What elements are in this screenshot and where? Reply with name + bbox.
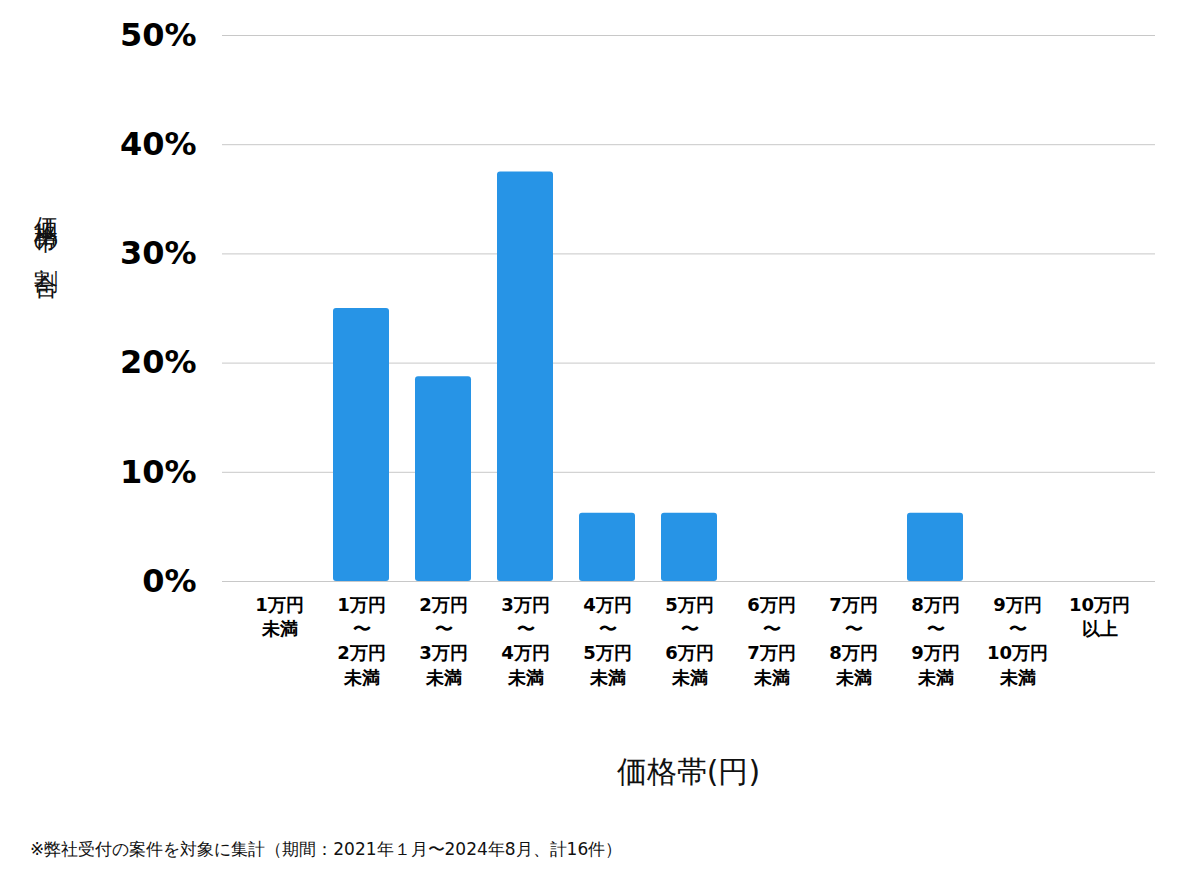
svg-text:30%: 30%	[120, 234, 197, 272]
svg-text:50%: 50%	[120, 16, 197, 54]
svg-text:9万円〜10万円未満: 9万円〜10万円未満	[987, 594, 1048, 688]
svg-text:40%: 40%	[120, 125, 197, 163]
svg-text:4万円〜5万円未満: 4万円〜5万円未満	[583, 594, 632, 688]
html-text:価格帯の割合: 価格帯の割合	[32, 198, 60, 261]
svg-text:0%: 0%	[142, 562, 196, 600]
svg-text:20%: 20%	[120, 343, 197, 381]
svg-text:2万円〜3万円未満: 2万円〜3万円未満	[419, 594, 468, 688]
svg-text:10%: 10%	[120, 453, 197, 491]
svg-text:10万円以上: 10万円以上	[1069, 594, 1130, 639]
svg-text:5万円〜6万円未満: 5万円〜6万円未満	[665, 594, 714, 688]
svg-text:1万円〜2万円未満: 1万円〜2万円未満	[337, 594, 386, 688]
svg-text:7万円〜8万円未満: 7万円〜8万円未満	[829, 594, 878, 688]
html-text:価格帯(円): 価格帯(円)	[616, 754, 761, 789]
svg-text:8万円〜9万円未満: 8万円〜9万円未満	[911, 594, 960, 688]
svg-text:3万円〜4万円未満: 3万円〜4万円未満	[501, 594, 550, 688]
svg-text:1万円未満: 1万円未満	[255, 594, 304, 639]
html-text:※弊社受付の案件を対象に集計（期間：2021年１月〜2024: ※弊社受付の案件を対象に集計（期間：2021年１月〜2024年8月、計16件）	[30, 839, 623, 859]
svg-text:6万円〜7万円未満: 6万円〜7万円未満	[747, 594, 796, 688]
